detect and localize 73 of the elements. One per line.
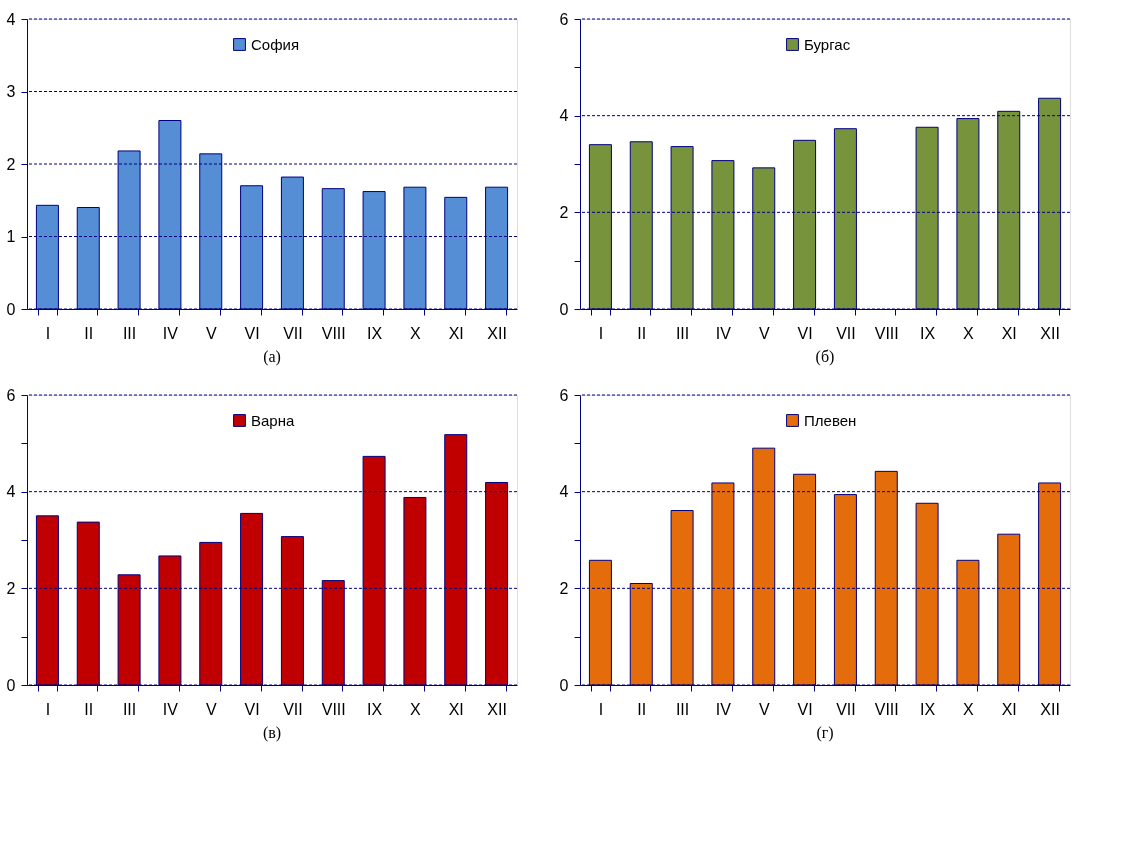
x-tick-label: XII [487,324,507,342]
x-tick-label: II [84,324,94,342]
x-tick-label: VII [836,700,856,718]
x-tick-label: II [637,700,647,718]
x-tick-label: II [84,700,94,718]
x-tick-label: XII [1040,700,1060,718]
x-tick-label: XI [1001,700,1017,718]
x-tick-label: IX [367,700,383,718]
text: (а) [263,348,281,366]
x-tick-label: X [410,700,422,718]
x-tick-label: I [598,324,604,342]
x-tick-label: VI [244,324,260,342]
x-tick-label: XII [1040,324,1060,342]
x-tick-label: III [675,700,690,718]
y-tick-label: 6 [559,10,569,28]
text: (г) [816,724,834,742]
y-tick-label: 2 [6,579,16,597]
x-tick-label: V [758,324,770,342]
y-tick-label: 4 [559,107,569,125]
x-tick-label: I [45,324,51,342]
x-tick-label: VI [797,324,813,342]
y-tick-label: 0 [6,676,16,694]
y-tick-label: 0 [6,300,16,318]
legend-label: Плевен [804,411,857,429]
x-tick-label: IX [367,324,383,342]
x-tick-label: III [122,324,137,342]
text: (б) [815,348,835,366]
y-tick-label: 0 [559,300,569,318]
x-tick-label: X [963,324,975,342]
y-tick-label: 2 [559,579,569,597]
y-tick-label: 6 [6,386,16,404]
x-tick-label: IV [715,324,732,342]
x-tick-label: III [122,700,137,718]
x-tick-label: II [637,324,647,342]
x-tick-label: I [598,700,604,718]
x-tick-label: XI [448,700,464,718]
x-tick-label: IX [920,700,936,718]
x-tick-label: VIII [321,700,346,718]
y-tick-label: 0 [559,676,569,694]
legend-label: София [251,35,300,53]
x-tick-label: VIII [874,700,899,718]
y-tick-label: 4 [559,483,569,501]
x-tick-label: IV [162,324,179,342]
x-tick-label: III [675,324,690,342]
text: (в) [262,724,282,742]
x-tick-label: IV [162,700,179,718]
x-tick-label: XI [448,324,464,342]
y-tick-label: 2 [6,155,16,173]
x-tick-label: V [205,700,217,718]
x-tick-label: X [410,324,422,342]
y-tick-label: 6 [559,386,569,404]
x-tick-label: XII [487,700,507,718]
x-tick-label: X [963,700,975,718]
x-tick-label: VII [283,700,303,718]
x-tick-label: VII [283,324,303,342]
x-tick-label: I [45,700,51,718]
x-tick-label: VI [244,700,260,718]
legend-label: Бургас [804,35,851,53]
y-tick-label: 3 [6,83,16,100]
legend-label: Варна [251,411,295,429]
y-tick-label: 1 [6,228,16,245]
x-tick-label: V [758,700,770,718]
x-tick-label: IV [715,700,732,718]
y-tick-label: 4 [6,483,16,501]
y-tick-label: 2 [559,203,569,221]
y-tick-label: 4 [6,10,16,28]
x-tick-label: IX [920,324,936,342]
x-tick-label: V [205,324,217,342]
x-tick-label: VII [836,324,856,342]
x-tick-label: VIII [321,324,346,342]
x-tick-label: VI [797,700,813,718]
x-tick-label: XI [1001,324,1017,342]
x-tick-label: VIII [874,324,899,342]
